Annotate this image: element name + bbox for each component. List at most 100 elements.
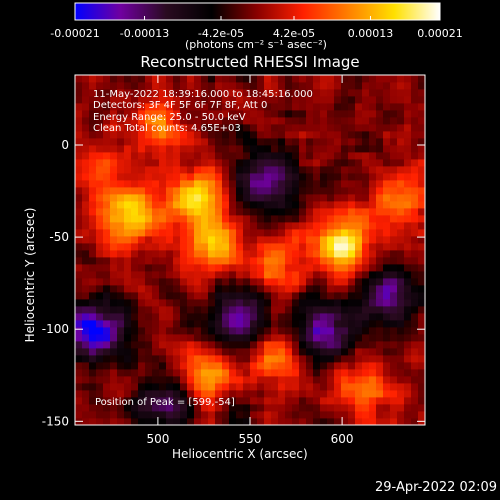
heatmap-cell [278, 271, 286, 279]
heatmap-cell [306, 187, 314, 195]
heatmap-cell [334, 145, 342, 153]
heatmap-cell [215, 75, 223, 83]
heatmap-cell [89, 75, 97, 83]
heatmap-cell [411, 383, 419, 391]
heatmap-cell [390, 362, 398, 370]
x-tick-label: 500 [146, 432, 169, 446]
heatmap-cell [285, 159, 293, 167]
heatmap-cell [89, 271, 97, 279]
heatmap-cell [152, 390, 160, 398]
heatmap-cell [306, 418, 314, 426]
heatmap-cell [320, 145, 328, 153]
heatmap-cell [355, 264, 363, 272]
heatmap-cell [117, 404, 125, 412]
heatmap-cell [145, 208, 153, 216]
heatmap-cell [201, 397, 209, 405]
heatmap-cell [397, 166, 405, 174]
heatmap-cell [173, 285, 181, 293]
heatmap-cell [96, 229, 104, 237]
y-tick-label: 0 [61, 138, 69, 152]
heatmap-cell [285, 348, 293, 356]
heatmap-cell [194, 145, 202, 153]
heatmap-cell [334, 334, 342, 342]
heatmap-cell [124, 250, 132, 258]
heatmap-cell [103, 250, 111, 258]
heatmap-cell [222, 187, 230, 195]
heatmap-cell [75, 194, 83, 202]
heatmap-cell [208, 327, 216, 335]
heatmap-cell [236, 390, 244, 398]
heatmap-cell [75, 390, 83, 398]
heatmap-cell [145, 299, 153, 307]
heatmap-cell [173, 348, 181, 356]
heatmap-cell [355, 131, 363, 139]
heatmap-cell [271, 313, 279, 321]
heatmap-cell [145, 355, 153, 363]
heatmap-cell [397, 411, 405, 419]
heatmap-cell [180, 334, 188, 342]
heatmap-cell [110, 397, 118, 405]
heatmap-cell [383, 222, 391, 230]
heatmap-cell [383, 362, 391, 370]
heatmap-cell [376, 285, 384, 293]
heatmap-cell [383, 271, 391, 279]
heatmap-cell [138, 103, 146, 111]
heatmap-cell [271, 411, 279, 419]
heatmap-cell [152, 103, 160, 111]
heatmap-cell [369, 369, 377, 377]
heatmap-cell [229, 131, 237, 139]
heatmap-cell [278, 285, 286, 293]
heatmap-cell [201, 215, 209, 223]
heatmap-cell [271, 418, 279, 426]
heatmap-cell [257, 222, 265, 230]
heatmap-cell [138, 173, 146, 181]
heatmap-cell [355, 96, 363, 104]
heatmap-cell [306, 208, 314, 216]
heatmap-cell [180, 341, 188, 349]
heatmap-cell [173, 257, 181, 265]
heatmap-cell [348, 82, 356, 90]
heatmap-cell [292, 348, 300, 356]
heatmap-cell [180, 369, 188, 377]
heatmap-cell [75, 397, 83, 405]
heatmap-cell [404, 341, 412, 349]
heatmap-cell [159, 257, 167, 265]
heatmap-cell [306, 166, 314, 174]
heatmap-cell [271, 103, 279, 111]
heatmap-cell [292, 362, 300, 370]
heatmap-cell [145, 306, 153, 314]
heatmap-cell [292, 208, 300, 216]
heatmap-cell [327, 250, 335, 258]
heatmap-cell [152, 369, 160, 377]
heatmap-cell [341, 215, 349, 223]
heatmap-cell [341, 327, 349, 335]
heatmap-cell [390, 418, 398, 426]
heatmap-cell [166, 306, 174, 314]
heatmap-cell [327, 341, 335, 349]
heatmap-cell [313, 229, 321, 237]
heatmap-cell [341, 285, 349, 293]
heatmap-cell [243, 334, 251, 342]
heatmap-cell [229, 173, 237, 181]
heatmap-cell [215, 285, 223, 293]
heatmap-cell [285, 257, 293, 265]
heatmap-cell [390, 110, 398, 118]
heatmap-cell [124, 82, 132, 90]
heatmap-cell [166, 229, 174, 237]
heatmap-cell [138, 75, 146, 83]
heatmap-cell [299, 82, 307, 90]
heatmap-cell [138, 292, 146, 300]
heatmap-cell [208, 145, 216, 153]
heatmap-cell [243, 369, 251, 377]
heatmap-cell [208, 397, 216, 405]
heatmap-cell [313, 250, 321, 258]
heatmap-cell [215, 243, 223, 251]
heatmap-cell [271, 117, 279, 125]
heatmap-cell [215, 152, 223, 160]
heatmap-cell [369, 89, 377, 97]
heatmap-cell [418, 390, 426, 398]
heatmap-cell [145, 110, 153, 118]
heatmap-cell [250, 194, 258, 202]
heatmap-cell [299, 89, 307, 97]
heatmap-cell [334, 75, 342, 83]
